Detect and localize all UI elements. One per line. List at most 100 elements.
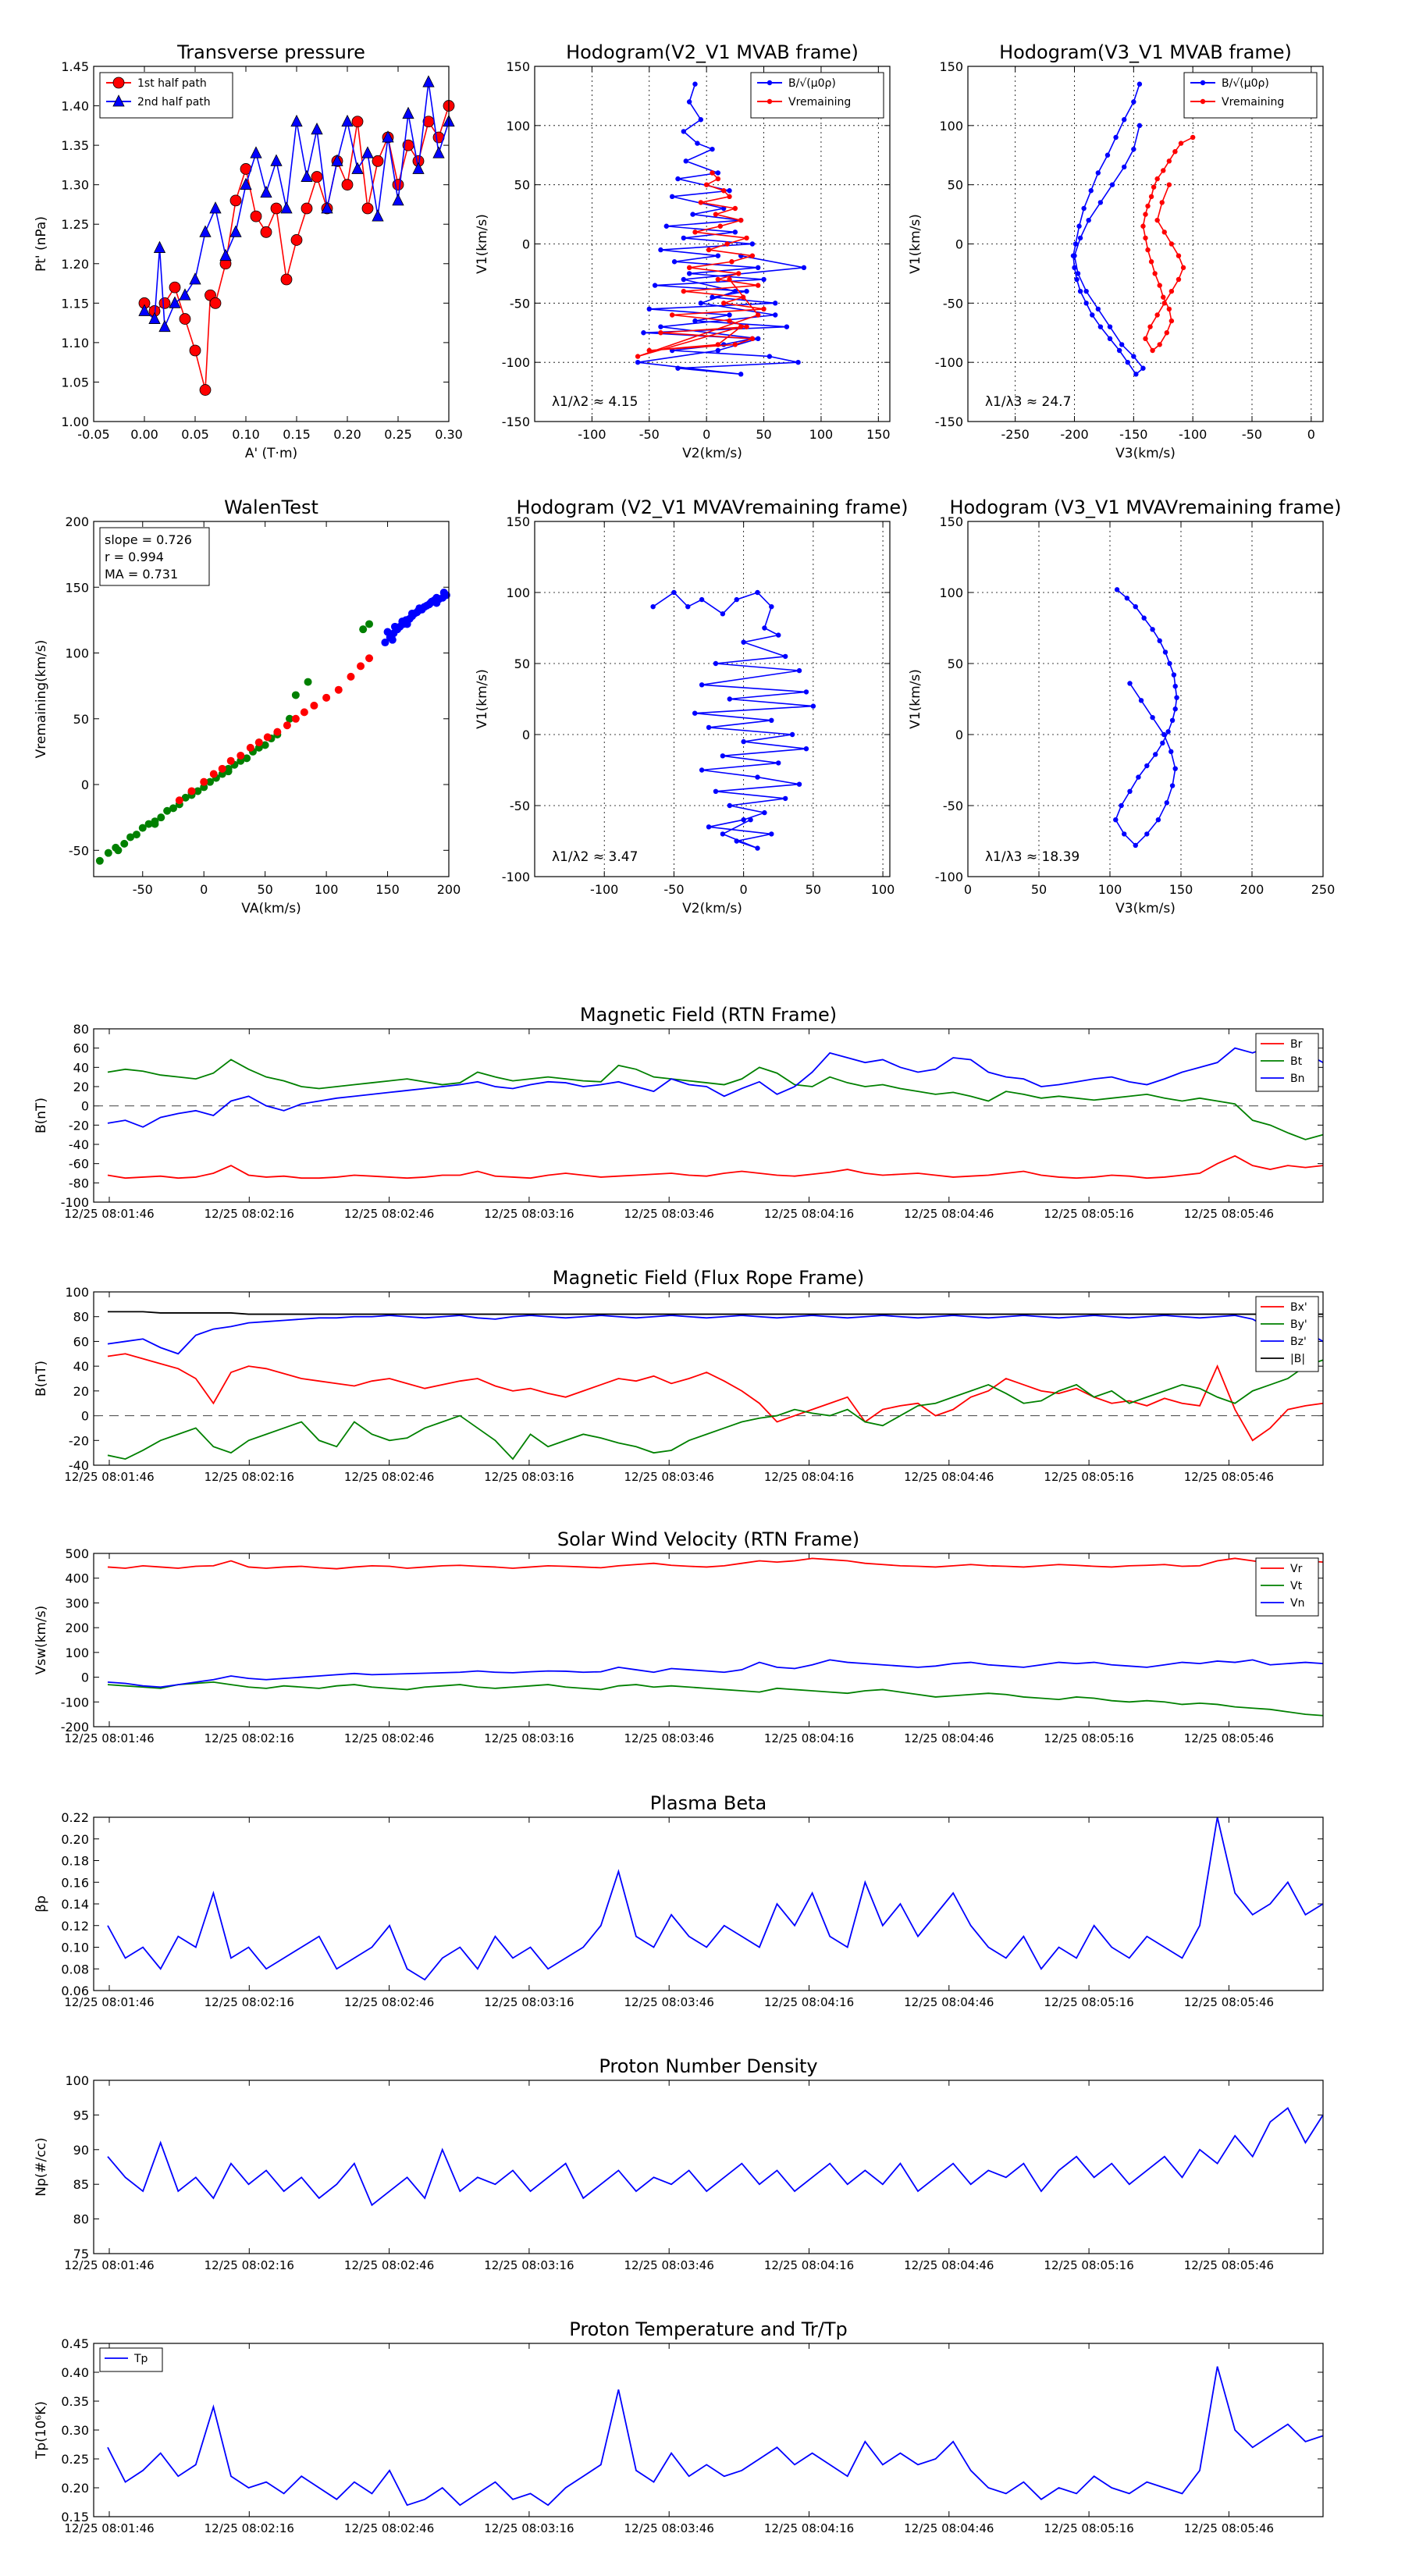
data-point [706,824,712,830]
data-point [402,106,414,119]
stats-line: r = 0.994 [105,550,164,564]
data-point [1150,627,1155,632]
time-tick-label: 12/25 08:03:46 [624,1470,714,1484]
data-point [681,129,687,134]
data-point [727,194,732,200]
data-point [1151,184,1157,190]
y-tick-label: 100 [65,1646,89,1660]
data-point [1172,149,1178,155]
data-point [695,141,700,146]
y-tick-label: -60 [69,1157,89,1172]
chart-title: Hodogram(V3_V1 MVAB frame) [999,41,1292,63]
time-tick-label: 12/25 08:04:16 [764,2521,854,2535]
data-point [1167,660,1172,667]
series-line-Bt [107,1059,1324,1140]
x-tick-label: 50 [756,427,771,442]
plot-frame [967,66,1324,422]
data-point [1125,359,1130,365]
data-point [1097,200,1104,205]
x-axis-label: V3(km/s) [1115,446,1176,461]
data-point [1161,731,1167,738]
plot-frame [93,2080,1324,2254]
data-point [699,767,705,773]
data-point [683,158,688,164]
y-tick-label: -50 [69,843,89,858]
data-point [331,154,343,166]
data-point [715,176,721,182]
data-point [250,146,262,158]
panel-walen-test: -50 0 50 100 150 200 VA(km/s) -50 0 50 100 150 200 Vr… [34,496,461,916]
x-tick-label: 150 [375,882,400,897]
x-tick-label: -0.05 [77,427,109,442]
data-point [692,229,698,235]
data-point [732,205,738,212]
data-point [263,733,272,742]
data-point [175,796,183,805]
data-point [194,787,202,795]
chart-title: Proton Temperature and Tr/Tp [569,2318,847,2340]
legend-marker [112,94,125,107]
data-point [736,271,742,276]
x-tick-label: 0.30 [435,427,463,442]
time-tick-label: 12/25 08:02:46 [344,1470,434,1484]
panel-hodogram-v3-v1-mvab: -250 -200 -150 -100 -50 0 V3(km/s) -150 -100 -50 0… [908,41,1324,461]
time-tick-label: 12/25 08:05:16 [1044,1207,1133,1221]
data-point [1122,831,1127,837]
legend-label: Vr [1290,1563,1303,1575]
x-tick-label: -100 [1179,427,1207,442]
series-line-Bx' [107,1353,1324,1442]
y-tick-label: 100 [939,119,963,133]
data-point [224,767,233,776]
data-point [641,330,646,336]
data-point [246,743,254,752]
eigenvalue-ratio: λ1/λ3 ≈ 18.39 [985,849,1080,865]
y-tick-label: 50 [514,656,530,671]
data-point [432,146,445,158]
legend-box [1255,1296,1319,1372]
data-point [104,849,112,857]
y-tick-label: 0 [522,728,530,742]
data-point [126,833,135,841]
data-point [286,714,294,723]
data-point [439,589,448,596]
data-point [727,312,732,318]
data-point [365,620,374,628]
data-point [727,188,732,194]
y-axis-label: V1(km/s) [475,669,490,729]
y-tick-label: 0 [81,777,89,792]
data-point [769,604,774,610]
data-point [341,114,354,127]
legend-label: Bz' [1290,1336,1307,1348]
data-point [717,223,723,229]
plot-frame [534,521,891,877]
y-tick-label: 0.40 [61,2365,89,2380]
data-point [260,185,272,198]
data-point [724,241,730,247]
chart-title: Solar Wind Velocity (RTN Frame) [557,1528,859,1550]
panel-mag-rtn: 12/25 08:01:46 12/25 08:02:16 12/25 08:02:… [34,1004,1324,1221]
time-tick-label: 12/25 08:05:46 [1184,1995,1274,2009]
y-tick-label: 0 [81,1099,89,1114]
time-tick-label: 12/25 08:02:46 [344,1995,434,2009]
data-point [158,319,171,333]
data-point [782,653,788,660]
data-point [1113,134,1119,141]
data-point [301,202,313,215]
data-point [1169,717,1176,723]
series-line-Bz' [107,1315,1324,1355]
y-tick-label: 0.30 [61,2423,89,2438]
data-point [803,689,809,695]
data-point [359,625,368,634]
legend-marker [112,76,125,89]
y-tick-label: -200 [61,1720,89,1735]
x-tick-label: 0 [702,427,710,442]
legend-label: Bn [1290,1073,1304,1085]
y-tick-label: 100 [506,119,530,133]
x-tick-label: 0 [740,882,748,897]
data-point [209,201,222,214]
data-point [715,342,721,347]
data-point [179,313,191,325]
data-point [749,241,756,247]
data-point [1133,842,1138,849]
y-tick-label: -50 [510,799,530,813]
